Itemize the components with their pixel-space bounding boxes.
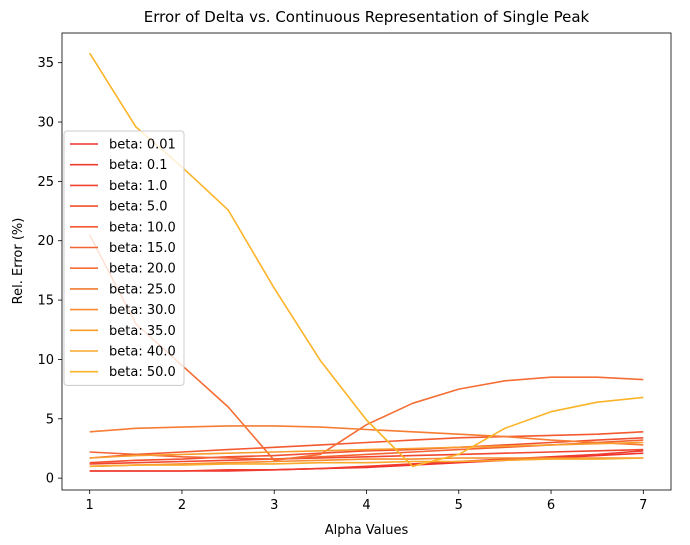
legend-label: beta: 5.0 [109,200,168,215]
legend-label: beta: 0.1 [109,158,168,173]
x-tick-label: 4 [362,498,370,513]
series-line-9 [89,441,644,459]
legend-box [63,130,185,386]
series-line-1 [89,450,644,472]
y-tick-label: 15 [37,294,54,309]
x-tick-label: 7 [639,498,647,513]
series-line-3 [89,437,644,464]
legend-label: beta: 30.0 [109,303,176,318]
legend-label: beta: 25.0 [109,282,176,297]
series-line-10 [89,457,644,468]
x-axis-label: Alpha Values [325,523,409,538]
legend-label: beta: 1.0 [109,179,168,194]
legend-label: beta: 10.0 [109,220,176,235]
series-line-7 [89,425,644,446]
legend-label: beta: 50.0 [109,365,176,380]
legend-label: beta: 40.0 [109,345,176,360]
y-tick-label: 0 [46,472,54,487]
x-tick-label: 6 [547,498,555,513]
y-tick-label: 5 [46,412,54,427]
x-tick-label: 1 [86,498,94,513]
x-tick-label: 3 [270,498,278,513]
legend-label: beta: 15.0 [109,241,176,256]
legend-label: beta: 35.0 [109,324,176,339]
y-tick-label: 10 [37,353,54,368]
x-axis-ticks: 1 2 3 4 5 6 7 [86,490,647,513]
legend: beta: 0.01 beta: 0.1 beta: 1.0 beta: 5.0 bet… [63,130,185,386]
y-axis-ticks: 0 5 10 15 20 25 30 35 [37,56,62,487]
series-line-8 [89,457,644,468]
chart-title: Error of Delta vs. Continuous Representa… [144,8,590,26]
y-tick-label: 30 [37,116,54,131]
y-tick-label: 25 [37,175,54,190]
series-line-2 [89,448,644,465]
legend-label: beta: 0.01 [109,138,176,153]
y-tick-label: 20 [37,234,54,249]
legend-label: beta: 20.0 [109,262,176,277]
series-line-4 [89,431,644,459]
x-tick-label: 2 [178,498,186,513]
x-tick-label: 5 [455,498,463,513]
y-axis-label: Rel. Error (%) [11,218,26,305]
y-tick-label: 35 [37,56,54,71]
